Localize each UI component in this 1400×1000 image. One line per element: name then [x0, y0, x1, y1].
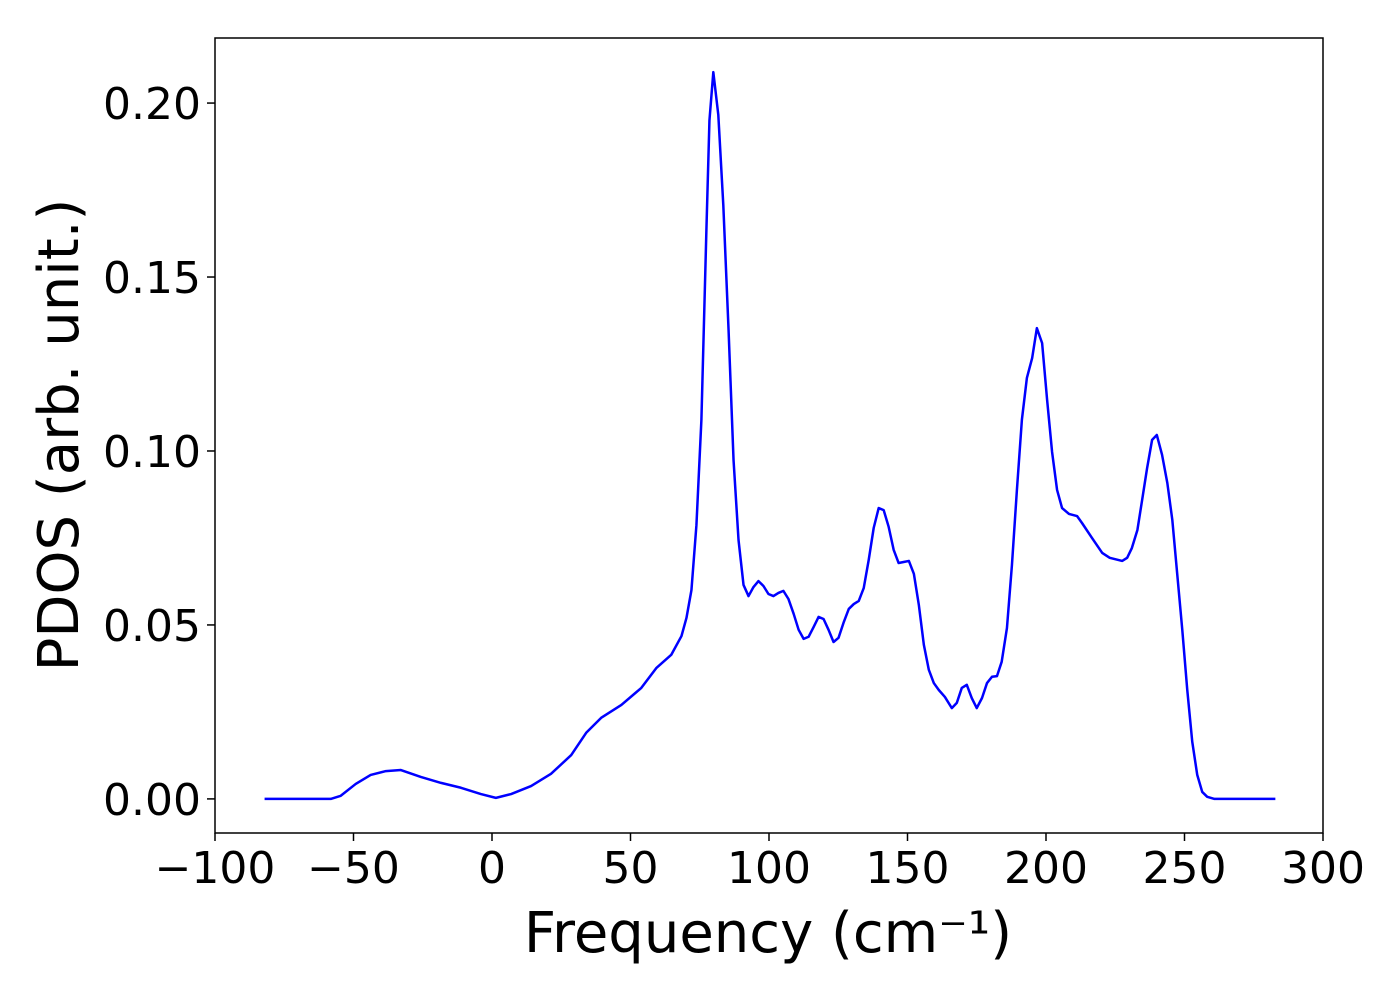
x-tick-label: 200: [1004, 843, 1088, 894]
y-axis-label: PDOS (arb. unit.): [27, 199, 92, 672]
y-tick-label: 0.20: [103, 79, 201, 130]
x-tick-label: 0: [478, 843, 506, 894]
y-tick-label: 0.15: [103, 253, 201, 304]
y-tick-label: 0.05: [103, 601, 201, 652]
y-tick-label: 0.10: [103, 427, 201, 478]
x-tick-label: 150: [866, 843, 950, 894]
x-tick-label: −100: [155, 843, 276, 894]
x-tick-label: 300: [1281, 843, 1365, 894]
x-tick-label: 50: [603, 843, 659, 894]
pdos-line: [264, 70, 1276, 801]
x-tick-label: −50: [307, 843, 400, 894]
x-tick-label: 100: [727, 843, 811, 894]
y-tick-label: 0.00: [103, 775, 201, 826]
x-axis-label: Frequency (cm⁻¹): [524, 901, 1012, 966]
x-tick-label: 250: [1143, 843, 1227, 894]
